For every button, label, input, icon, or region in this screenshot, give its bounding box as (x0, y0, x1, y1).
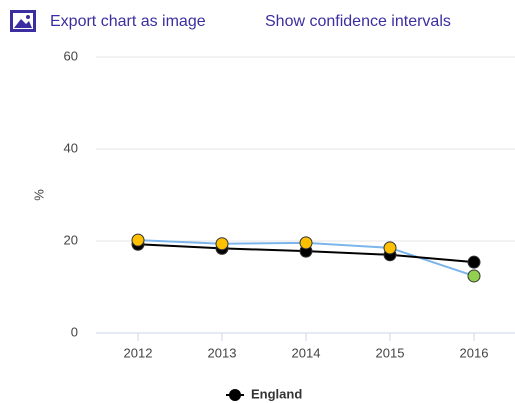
x-tick-label: 2012 (124, 345, 153, 360)
x-tick-label: 2013 (208, 345, 237, 360)
export-link[interactable]: Export chart as image (50, 13, 206, 30)
point (467, 269, 481, 283)
legend-marker (229, 389, 241, 401)
point (383, 241, 397, 255)
y-tick-label: 20 (64, 232, 78, 247)
y-axis-label: % (31, 189, 46, 201)
confidence-link[interactable]: Show confidence intervals (265, 13, 451, 30)
point (467, 255, 481, 269)
y-tick-label: 40 (64, 140, 78, 155)
y-tick-label: 0 (71, 324, 78, 339)
export-icon[interactable] (9, 9, 39, 35)
x-tick-label: 2015 (376, 345, 405, 360)
x-tick-label: 2014 (292, 345, 321, 360)
point (299, 236, 313, 250)
y-tick-label: 60 (64, 48, 78, 63)
point (131, 233, 145, 247)
point (215, 237, 229, 251)
legend-label: England (251, 386, 302, 401)
x-tick-label: 2016 (460, 345, 489, 360)
toolbar: Export chart as image Show confidence in… (0, 0, 515, 44)
